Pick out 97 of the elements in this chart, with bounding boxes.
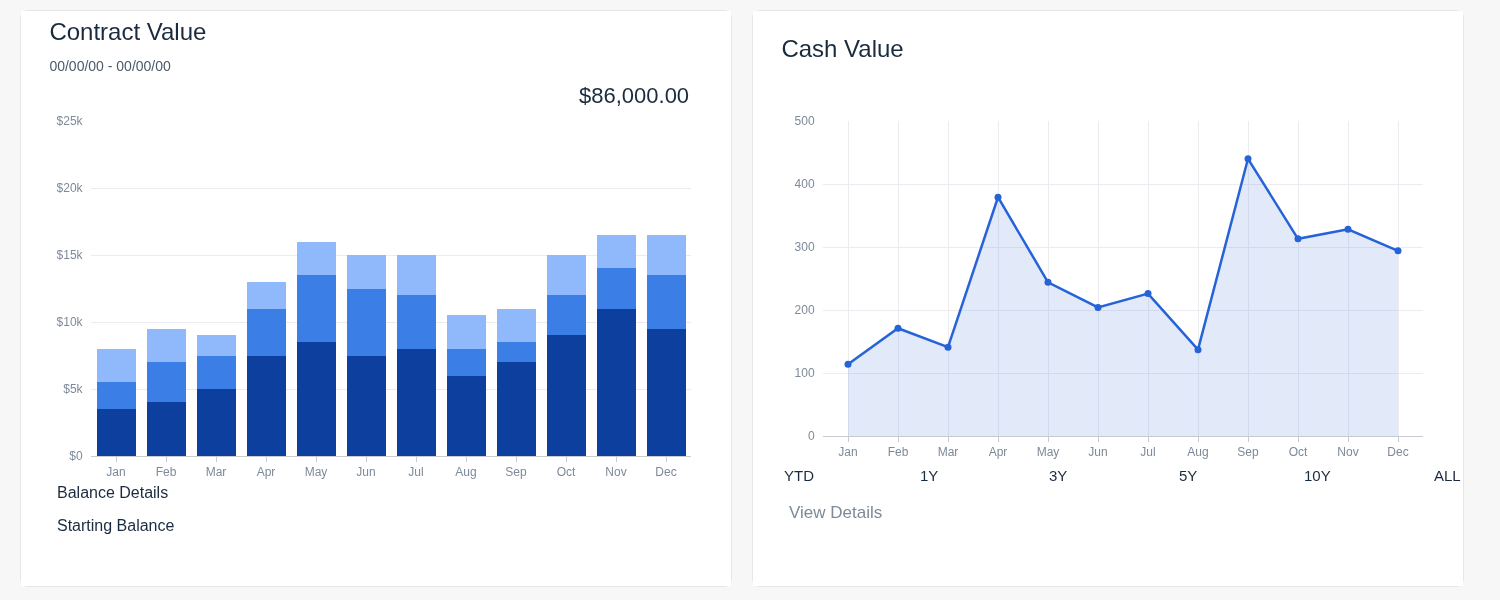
bar bbox=[396, 348, 436, 456]
bar bbox=[496, 342, 536, 363]
bar bbox=[496, 362, 536, 456]
bar bbox=[396, 255, 436, 296]
chart-title: Cash Value bbox=[781, 34, 904, 62]
x-tick-label: Sep bbox=[505, 465, 527, 480]
point bbox=[1244, 155, 1252, 163]
y-tick-label: $10k bbox=[56, 315, 84, 330]
y-tick-label: 500 bbox=[794, 114, 815, 129]
y-tick-label: $5k bbox=[63, 382, 84, 397]
bar bbox=[646, 234, 686, 276]
chart-title: Contract Value bbox=[49, 17, 207, 45]
text: $86,000.00 bbox=[579, 83, 690, 108]
x-tick-label: Nov bbox=[605, 465, 627, 480]
y-tick-label: 0 bbox=[807, 429, 815, 444]
y-tick-label: $25k bbox=[56, 114, 84, 129]
x-tick-label: Jun bbox=[356, 465, 376, 480]
bar bbox=[546, 255, 586, 296]
x-tick-label: Aug bbox=[455, 465, 477, 480]
text: 5Y bbox=[1179, 467, 1198, 484]
point bbox=[844, 360, 852, 368]
bar bbox=[646, 275, 686, 329]
bar bbox=[596, 308, 636, 456]
x-tick-label: Jan bbox=[106, 465, 126, 480]
bar bbox=[296, 241, 336, 276]
point bbox=[1344, 225, 1352, 233]
bar bbox=[646, 328, 686, 456]
text: ALL bbox=[1434, 467, 1461, 484]
y-tick-label: $0 bbox=[69, 449, 83, 464]
x-tick-label: Apr bbox=[256, 465, 276, 480]
bar bbox=[246, 355, 286, 456]
point bbox=[1194, 346, 1202, 354]
text: YTD bbox=[784, 467, 815, 484]
bar bbox=[196, 389, 236, 456]
bar bbox=[246, 281, 286, 309]
x-tick-label: Jan bbox=[838, 445, 858, 460]
point bbox=[1394, 247, 1402, 255]
x-tick-label: Dec bbox=[1387, 445, 1409, 460]
bar bbox=[546, 295, 586, 336]
x-tick-label: Mar bbox=[937, 445, 959, 460]
bar bbox=[396, 295, 436, 349]
x-tick-label: Jun bbox=[1088, 445, 1108, 460]
point bbox=[944, 343, 952, 351]
bar bbox=[146, 402, 186, 456]
x-tick-label: Feb bbox=[155, 465, 177, 480]
x-tick-label: Nov bbox=[1337, 445, 1359, 460]
bar bbox=[96, 409, 136, 456]
x-tick-label: May bbox=[1036, 445, 1060, 460]
x-tick-label: Oct bbox=[1288, 445, 1308, 460]
x-tick-label: Oct bbox=[556, 465, 576, 480]
bar bbox=[346, 255, 386, 289]
y-tick-label: 200 bbox=[794, 303, 815, 318]
point bbox=[1144, 290, 1152, 298]
bar bbox=[96, 382, 136, 410]
chart-subtitle: 00/00/00 - 00/00/00 bbox=[49, 57, 172, 74]
x-tick-label: Dec bbox=[655, 465, 677, 480]
x-tick-label: Aug bbox=[1187, 445, 1209, 460]
text: 3Y bbox=[1049, 467, 1068, 484]
point bbox=[1094, 303, 1102, 311]
y-tick-label: $15k bbox=[56, 248, 84, 263]
bar bbox=[446, 375, 486, 456]
bar bbox=[146, 328, 186, 363]
bar bbox=[196, 355, 236, 389]
point bbox=[994, 193, 1002, 201]
text: View Details bbox=[789, 503, 883, 522]
y-tick-label: 300 bbox=[794, 240, 815, 255]
bar bbox=[196, 335, 236, 356]
bar bbox=[296, 342, 336, 456]
y-tick-label: $20k bbox=[56, 181, 84, 196]
x-tick-label: May bbox=[304, 465, 328, 480]
point bbox=[1044, 278, 1052, 286]
x-tick-label: Jul bbox=[1140, 445, 1156, 460]
text: Balance Details bbox=[57, 484, 169, 501]
x-tick-label: Apr bbox=[988, 445, 1008, 460]
bar bbox=[346, 355, 386, 456]
point bbox=[1294, 235, 1302, 243]
x-tick-label: Jul bbox=[408, 465, 424, 480]
bar bbox=[446, 315, 486, 349]
text: 10Y bbox=[1304, 467, 1331, 484]
bar bbox=[296, 275, 336, 343]
x-tick-label: Mar bbox=[205, 465, 227, 480]
bar bbox=[446, 348, 486, 376]
point bbox=[894, 324, 902, 332]
bar bbox=[146, 362, 186, 403]
bar bbox=[496, 308, 536, 343]
x-tick-label: Feb bbox=[887, 445, 909, 460]
bar bbox=[246, 308, 286, 356]
y-tick-label: 400 bbox=[794, 177, 815, 192]
bar bbox=[96, 348, 136, 383]
text: 1Y bbox=[920, 467, 939, 484]
y-tick-label: 100 bbox=[794, 366, 815, 381]
bar bbox=[596, 268, 636, 309]
text: Starting Balance bbox=[57, 517, 175, 534]
bar bbox=[546, 335, 586, 456]
bar bbox=[346, 288, 386, 356]
bar bbox=[596, 234, 636, 269]
x-tick-label: Sep bbox=[1237, 445, 1259, 460]
